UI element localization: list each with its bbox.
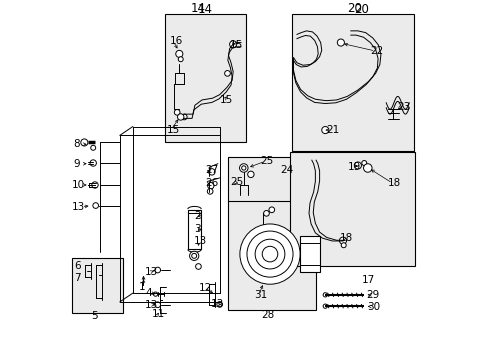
Circle shape (178, 57, 183, 62)
Circle shape (174, 109, 180, 115)
Circle shape (191, 253, 196, 258)
Circle shape (262, 246, 277, 262)
Text: 13: 13 (210, 300, 224, 309)
Bar (164, 14, 246, 143)
Circle shape (207, 189, 213, 194)
Circle shape (90, 160, 96, 166)
Text: 5: 5 (91, 311, 98, 321)
Text: 22: 22 (369, 46, 383, 56)
Bar (289, 152, 414, 266)
Text: 2: 2 (194, 211, 201, 221)
Text: 25: 25 (260, 156, 273, 166)
Circle shape (363, 164, 371, 172)
Text: 18: 18 (340, 233, 353, 243)
Circle shape (337, 39, 344, 46)
Circle shape (155, 302, 160, 307)
Text: 24: 24 (280, 165, 293, 175)
Text: 15: 15 (229, 40, 243, 50)
Circle shape (224, 71, 230, 76)
Circle shape (175, 50, 183, 58)
Text: 21: 21 (325, 125, 339, 135)
Circle shape (323, 304, 327, 308)
Text: 20: 20 (353, 3, 368, 16)
Circle shape (240, 224, 300, 284)
Circle shape (246, 231, 292, 277)
Circle shape (354, 162, 361, 169)
Circle shape (208, 169, 215, 175)
Circle shape (361, 161, 366, 166)
Text: 14: 14 (190, 3, 205, 15)
Circle shape (321, 126, 328, 134)
Text: 31: 31 (254, 290, 267, 300)
Circle shape (255, 239, 285, 269)
Text: 28: 28 (261, 310, 274, 320)
Circle shape (268, 207, 274, 213)
Circle shape (153, 292, 157, 296)
Circle shape (341, 243, 346, 248)
Text: 16: 16 (170, 36, 183, 46)
Circle shape (92, 182, 98, 188)
Circle shape (323, 293, 327, 297)
Circle shape (189, 251, 199, 261)
Text: 1: 1 (139, 282, 145, 292)
Text: 30: 30 (366, 302, 379, 311)
Text: 18: 18 (387, 178, 401, 188)
Text: 12: 12 (199, 283, 212, 293)
Text: 9: 9 (73, 159, 80, 169)
Text: 7: 7 (74, 273, 81, 283)
Text: 3: 3 (194, 224, 201, 234)
Text: 17: 17 (361, 275, 374, 285)
Text: 8: 8 (73, 139, 80, 149)
Circle shape (241, 166, 245, 170)
Circle shape (216, 302, 222, 307)
Text: 26: 26 (204, 178, 218, 188)
Text: 13: 13 (194, 236, 207, 246)
Text: 20: 20 (346, 3, 361, 15)
Text: 27: 27 (204, 165, 218, 175)
Text: 25: 25 (230, 177, 243, 187)
Text: 6: 6 (74, 261, 81, 271)
Text: 13: 13 (145, 300, 158, 310)
Text: 19: 19 (347, 162, 361, 172)
Text: 23: 23 (396, 102, 409, 112)
Circle shape (181, 114, 187, 120)
Text: 13: 13 (72, 202, 85, 212)
Text: 14: 14 (197, 3, 212, 16)
Circle shape (177, 114, 183, 120)
Text: 4: 4 (145, 288, 152, 298)
Text: 29: 29 (366, 290, 379, 300)
Text: 13: 13 (145, 267, 158, 277)
Circle shape (239, 164, 247, 172)
Bar (300, 237, 319, 272)
Circle shape (91, 145, 96, 150)
Text: 15: 15 (219, 95, 232, 105)
Circle shape (155, 267, 160, 273)
Bar (227, 201, 316, 310)
Circle shape (207, 183, 214, 189)
Bar (227, 157, 294, 202)
Bar (187, 210, 201, 249)
Circle shape (247, 171, 254, 177)
Text: 11: 11 (151, 309, 164, 319)
Bar (292, 14, 413, 151)
Text: 10: 10 (72, 180, 85, 190)
Text: 15: 15 (167, 125, 180, 135)
Circle shape (339, 237, 346, 244)
Circle shape (195, 264, 201, 269)
Bar (71, 258, 123, 313)
Circle shape (93, 203, 98, 208)
Circle shape (263, 211, 269, 216)
Circle shape (229, 41, 236, 48)
Circle shape (81, 139, 88, 146)
